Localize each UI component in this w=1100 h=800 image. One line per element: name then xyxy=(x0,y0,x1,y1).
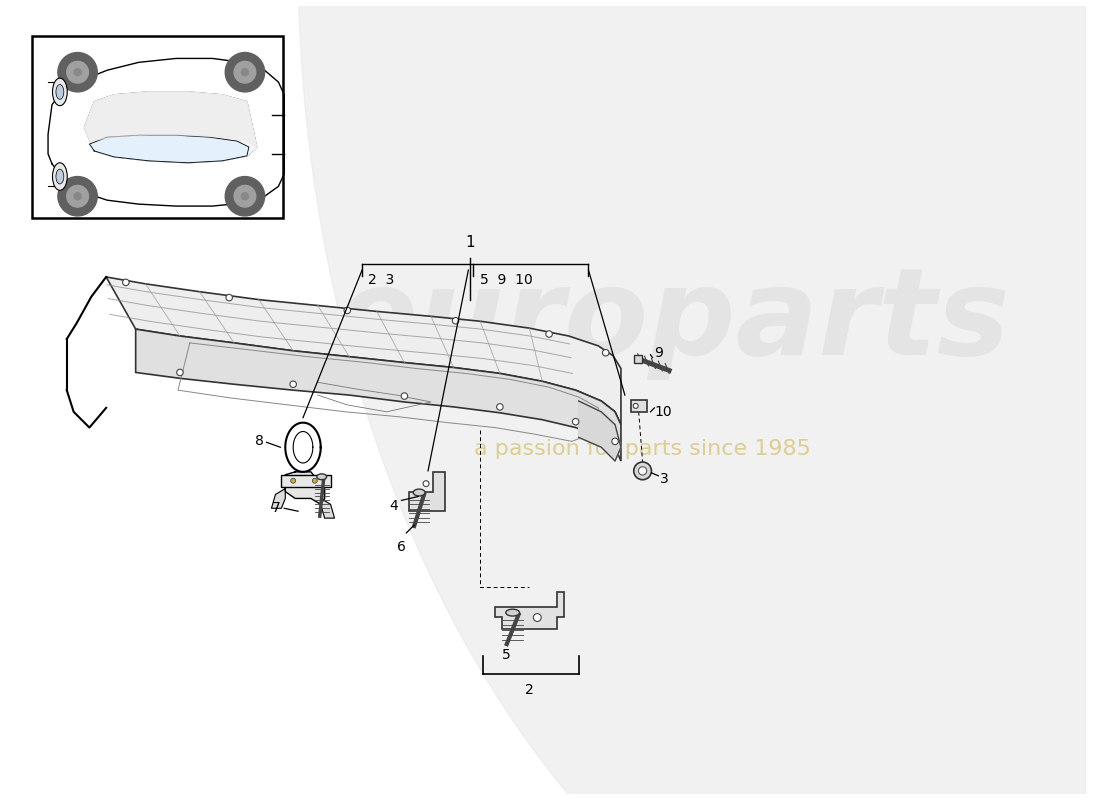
Polygon shape xyxy=(579,401,620,461)
Circle shape xyxy=(74,193,81,200)
Circle shape xyxy=(496,404,503,410)
Circle shape xyxy=(58,53,97,92)
Circle shape xyxy=(312,478,317,483)
Text: 10: 10 xyxy=(654,405,672,419)
Text: 2: 2 xyxy=(525,683,533,698)
Circle shape xyxy=(177,369,184,376)
Circle shape xyxy=(402,393,408,399)
Polygon shape xyxy=(321,498,334,518)
Circle shape xyxy=(603,350,609,356)
Polygon shape xyxy=(272,489,285,508)
Text: 5  9  10: 5 9 10 xyxy=(481,273,532,287)
Circle shape xyxy=(612,438,618,445)
Bar xyxy=(630,400,647,412)
Circle shape xyxy=(58,177,97,216)
Circle shape xyxy=(424,481,429,486)
Polygon shape xyxy=(285,422,321,472)
Text: 4: 4 xyxy=(389,499,398,514)
Polygon shape xyxy=(135,329,620,461)
Circle shape xyxy=(226,53,265,92)
Circle shape xyxy=(534,614,541,622)
Circle shape xyxy=(634,462,651,480)
Circle shape xyxy=(241,193,249,200)
Polygon shape xyxy=(85,92,256,162)
Polygon shape xyxy=(89,135,249,162)
Polygon shape xyxy=(409,472,444,511)
Polygon shape xyxy=(282,475,331,486)
Text: 9: 9 xyxy=(654,346,663,360)
Ellipse shape xyxy=(53,78,67,106)
Text: 7: 7 xyxy=(272,502,280,515)
Circle shape xyxy=(67,62,88,83)
Ellipse shape xyxy=(506,609,519,616)
Polygon shape xyxy=(298,0,1086,800)
Circle shape xyxy=(226,294,232,301)
Polygon shape xyxy=(106,277,620,425)
Circle shape xyxy=(67,186,88,207)
Circle shape xyxy=(572,418,579,425)
Text: 8: 8 xyxy=(255,434,264,448)
Text: 2  3: 2 3 xyxy=(368,273,394,287)
Text: 6: 6 xyxy=(397,540,406,554)
Text: 3: 3 xyxy=(660,472,669,486)
Circle shape xyxy=(638,466,647,475)
Bar xyxy=(32,36,284,218)
Text: a passion for parts since 1985: a passion for parts since 1985 xyxy=(474,439,811,459)
Circle shape xyxy=(546,331,552,338)
Bar xyxy=(634,354,641,362)
Circle shape xyxy=(122,279,129,286)
Ellipse shape xyxy=(53,162,67,190)
Polygon shape xyxy=(85,92,256,147)
Ellipse shape xyxy=(414,489,425,496)
Circle shape xyxy=(226,177,265,216)
Circle shape xyxy=(74,69,81,76)
Circle shape xyxy=(234,62,256,83)
Text: 5: 5 xyxy=(503,648,512,662)
Circle shape xyxy=(290,478,296,483)
Polygon shape xyxy=(495,592,564,630)
Ellipse shape xyxy=(56,169,64,184)
Text: europarts: europarts xyxy=(334,262,1010,380)
Circle shape xyxy=(452,318,459,324)
Polygon shape xyxy=(285,472,324,504)
Ellipse shape xyxy=(56,85,64,99)
Circle shape xyxy=(344,307,351,314)
Circle shape xyxy=(290,381,296,387)
Text: 1: 1 xyxy=(465,235,475,250)
Circle shape xyxy=(241,69,249,76)
Ellipse shape xyxy=(317,474,327,480)
Circle shape xyxy=(234,186,256,207)
Circle shape xyxy=(634,403,638,408)
